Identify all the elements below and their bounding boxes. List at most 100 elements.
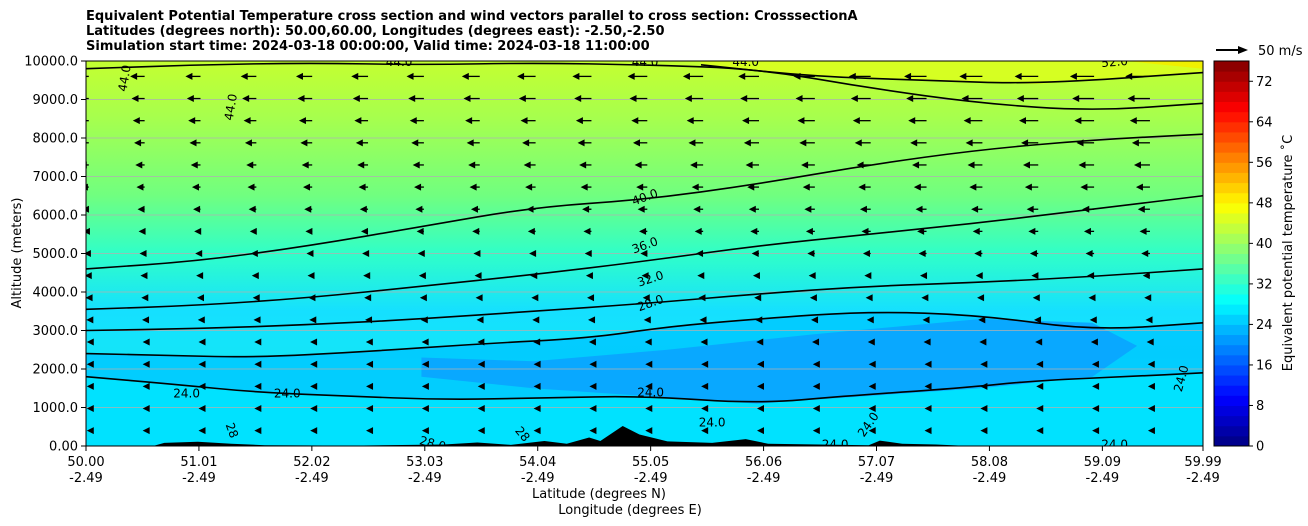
- wind-vector-head: [807, 250, 815, 257]
- wind-vector-head: [639, 227, 647, 235]
- wind-vector-head: [629, 95, 637, 103]
- wind-vector-head: [306, 250, 314, 257]
- wind-vector-head: [745, 161, 753, 169]
- wind-vector: [918, 250, 927, 257]
- wind-vector-head: [477, 404, 485, 412]
- wind-vector-head: [924, 382, 932, 390]
- wind-vector: [812, 382, 820, 390]
- wind-vector: [304, 205, 313, 213]
- wind-vector-head: [636, 183, 644, 191]
- wind-vector-head: [1137, 205, 1145, 213]
- colorbar-segment: [1214, 415, 1249, 427]
- terrain-silhouette: [153, 425, 970, 446]
- wind-vector: [520, 117, 536, 125]
- wind-vector: [242, 95, 257, 103]
- wind-vector-head: [419, 294, 427, 302]
- colorbar-frame: [1213, 60, 1250, 447]
- wind-vector-head: [304, 205, 312, 213]
- wind-vector-head: [924, 427, 932, 435]
- wind-vector: [644, 338, 652, 346]
- colorbar-label: Equivalent potential temperature ˚C: [1280, 135, 1296, 371]
- wind-vector-head: [354, 117, 362, 125]
- wind-vector-head: [980, 360, 988, 368]
- wind-vector: [974, 250, 983, 257]
- wind-vector: [532, 316, 540, 324]
- wind-vector-head: [641, 272, 649, 280]
- wind-vector: [75, 73, 89, 80]
- wind-vector: [131, 95, 145, 103]
- wind-vector: [406, 72, 424, 80]
- wind-vector-head: [754, 294, 762, 302]
- wind-vector: [639, 227, 648, 235]
- wind-vector-head: [1141, 250, 1149, 257]
- wind-vector-head: [468, 161, 476, 169]
- wind-vector: [1125, 72, 1150, 80]
- wind-vector-head: [463, 95, 471, 103]
- wind-vector: [850, 95, 871, 103]
- contour-line-40: [86, 133, 1203, 270]
- wind-vector-head: [856, 161, 864, 169]
- wind-vector-head: [248, 205, 256, 213]
- wind-vector: [582, 205, 592, 213]
- wind-vector-head: [421, 427, 429, 435]
- wind-vector-head: [254, 382, 262, 390]
- wind-vector-head: [1031, 272, 1039, 280]
- wind-vector: [130, 72, 145, 80]
- wind-vector: [684, 95, 704, 103]
- wind-vector-head: [861, 227, 869, 235]
- wind-vector: [701, 382, 709, 390]
- wind-vector-head: [476, 316, 484, 324]
- wind-vector: [416, 227, 424, 235]
- wind-vector-head: [637, 205, 645, 213]
- wind-vector-head: [254, 427, 262, 435]
- colorbar-segment: [1214, 91, 1249, 103]
- wind-vector-head: [645, 382, 653, 390]
- wind-vector: [303, 183, 313, 191]
- wind-vector: [469, 183, 480, 191]
- wind-vector-head: [1029, 250, 1037, 257]
- wind-vector: [517, 72, 536, 80]
- wind-vector-head: [134, 139, 142, 147]
- wind-vector-head: [582, 205, 590, 213]
- wind-vector-head: [461, 72, 469, 80]
- wind-vector: [1036, 360, 1044, 368]
- wind-vector-head: [1147, 404, 1155, 412]
- wind-vector-head: [244, 139, 252, 147]
- wind-vector-head: [254, 338, 262, 346]
- wind-vector-head: [520, 117, 528, 125]
- colorbar-segment: [1214, 243, 1249, 254]
- wind-vector: [418, 272, 426, 280]
- contour-label: 44.0: [222, 93, 240, 122]
- wind-vector-head: [924, 404, 932, 412]
- wind-vector: [142, 382, 150, 390]
- wind-vector-head: [756, 404, 764, 412]
- wind-vector: [186, 95, 201, 103]
- wind-vector-head: [533, 338, 541, 346]
- wind-vector: [477, 427, 485, 435]
- wind-vector: [247, 183, 257, 191]
- wind-vector: [688, 139, 704, 147]
- colorbar-tick-label: 72: [1256, 75, 1273, 90]
- wind-vector: [572, 72, 592, 80]
- wind-vector-head: [75, 73, 82, 80]
- wind-vector: [1083, 227, 1095, 235]
- wind-vector-head: [132, 117, 140, 125]
- wind-vector: [190, 161, 201, 169]
- wind-vector-head: [137, 205, 145, 213]
- wind-vector-head: [465, 117, 473, 125]
- wind-vector: [1023, 161, 1039, 169]
- wind-vector-head: [645, 404, 653, 412]
- wind-vector: [920, 272, 928, 280]
- wind-vector-head: [249, 227, 257, 235]
- wind-vector-head: [862, 250, 870, 257]
- wind-vector: [583, 227, 592, 235]
- wind-vector: [86, 404, 94, 412]
- wind-vector-head: [980, 404, 988, 412]
- wind-vector-head: [532, 316, 540, 324]
- wind-vector: [848, 72, 871, 80]
- wind-vector: [641, 272, 649, 280]
- wind-vector-head: [525, 183, 533, 191]
- wind-vector: [588, 316, 596, 324]
- wind-vector-head: [131, 95, 139, 103]
- colorbar-segment: [1214, 354, 1249, 366]
